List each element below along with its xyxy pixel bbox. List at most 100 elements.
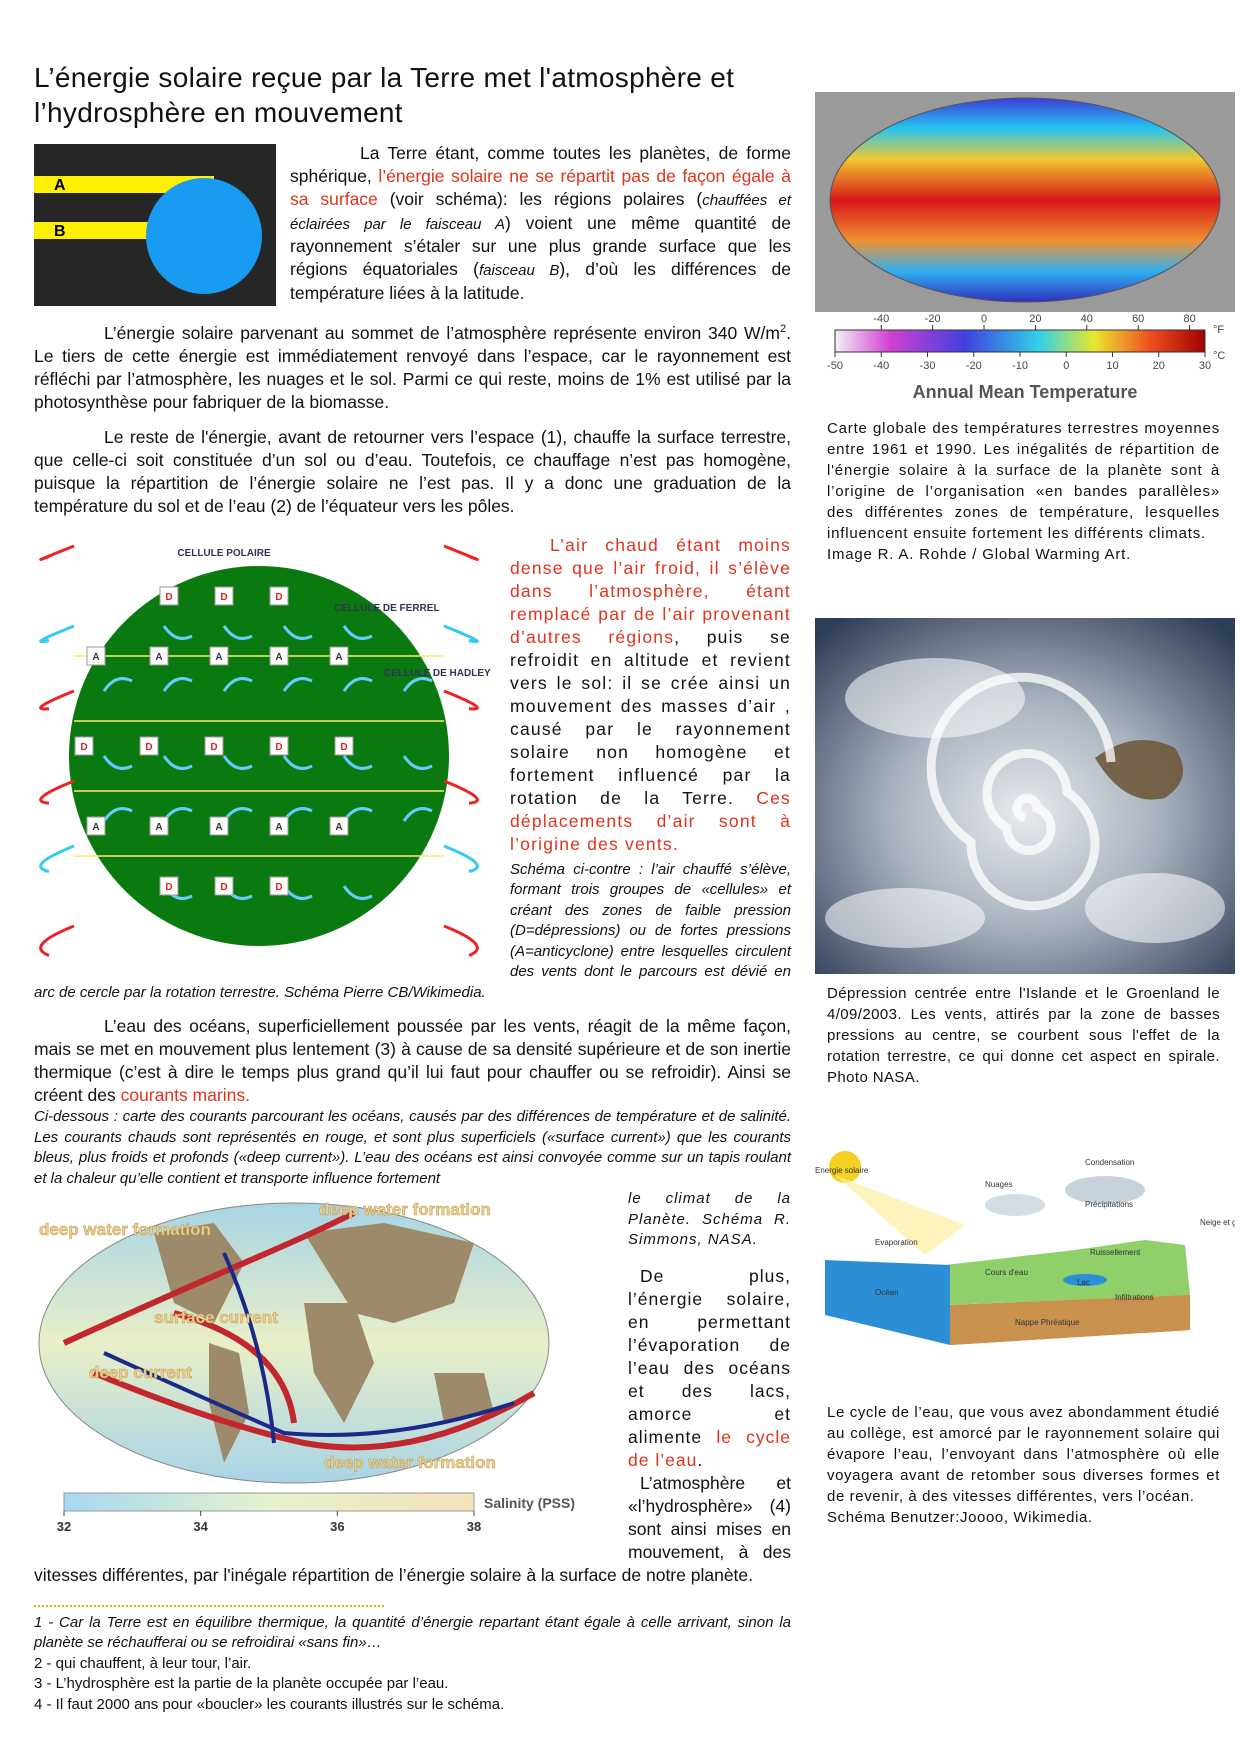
diagram-label: Nuages (985, 1180, 1013, 1189)
diagram-label: Lac (1077, 1278, 1090, 1287)
ocean-map: deep water formation deep water formation… (38, 1200, 575, 1534)
diagram-label: Neige et glaciers (1200, 1218, 1235, 1227)
tick-label: 0 (981, 313, 987, 325)
beam-schema: A B (34, 144, 276, 306)
temperature-map: -40 -20 0 20 40 60 80 -50 -40 -30 -20 -10 0 10 20 30 °F °… (815, 92, 1235, 402)
superscript: 2 (780, 323, 787, 335)
pressure-label: A (215, 822, 222, 833)
credit: Image R. A. Rohde / Global Warming Art. (827, 546, 1132, 563)
pressure-box (139, 736, 159, 756)
pressure-label: D (165, 882, 172, 893)
highlight: L’air chaud étant moins dense que l’air … (510, 534, 791, 647)
pressure-box (269, 586, 289, 606)
pressure-label: A (275, 822, 282, 833)
text: . (697, 1449, 704, 1470)
paragraph: L’énergie solaire parvenant au sommet de… (34, 318, 791, 414)
circulation-arrow (39, 624, 479, 643)
land (209, 1343, 249, 1464)
pressure-box (269, 876, 289, 896)
caption: Carte globale des températures terrestre… (827, 418, 1220, 565)
pressure-box (269, 646, 289, 666)
text: Carte globale des températures terrestre… (827, 420, 1220, 542)
map-label: deep water formation (324, 1453, 496, 1472)
globe (69, 565, 449, 946)
circulation-arrow (39, 844, 479, 873)
tick-label: 30 (1199, 360, 1211, 372)
diagram-label: Cours d'eau (985, 1268, 1028, 1277)
pressure-box (86, 646, 106, 666)
pressure-box (209, 816, 229, 836)
beam-label: B (54, 223, 66, 240)
pressure-label: D (145, 742, 152, 753)
water-cycle: Energie solaire Nuages Condensation Précipi… (815, 1151, 1235, 1345)
wind-arrow (222, 624, 253, 640)
text: , puis se refroidit en altitude et revie… (510, 626, 791, 808)
pressure-label: A (215, 652, 222, 663)
pressure-label: D (210, 742, 217, 753)
wind-arrow (402, 754, 433, 770)
diagram-label: Condensation (1085, 1158, 1134, 1167)
unit-label: °C (1213, 350, 1225, 362)
text: L’énergie solaire parvenant au sommet de… (104, 322, 780, 343)
pressure-label: D (340, 742, 347, 753)
diagram-label: Energie solaire (815, 1166, 869, 1175)
wind-arrow (102, 806, 133, 822)
pressure-box (204, 736, 224, 756)
land (304, 1223, 474, 1324)
text: ) voient une même quantité de rayonnemen… (290, 212, 791, 280)
main-column: L’énergie solaire reçue par la Terre met… (34, 60, 791, 1715)
tick-label: -10 (1012, 360, 1028, 372)
land (945, 1240, 1190, 1305)
wind-arrow (342, 624, 373, 640)
tick-label: 34 (193, 1519, 208, 1534)
tick-label: 60 (1132, 313, 1144, 325)
tick-label: 40 (1081, 313, 1093, 325)
footnote: 3 - L’hydrosphère est la partie de la pl… (34, 1675, 449, 1693)
pressure-box (214, 876, 234, 896)
pressure-box (214, 586, 234, 606)
color-bar (834, 329, 1206, 353)
cloud (985, 1194, 1045, 1216)
wind-arrow (162, 676, 193, 692)
pressure-label: A (155, 652, 162, 663)
wind-arrow (162, 754, 193, 770)
tick-label: 38 (467, 1519, 481, 1534)
circulation-arrow (39, 689, 479, 711)
lake (1063, 1274, 1107, 1286)
pressure-box (74, 736, 94, 756)
pressure-label: D (275, 882, 282, 893)
wind-arrow (282, 676, 313, 692)
ground-layer (950, 1295, 1190, 1345)
paragraph: De plus, l’énergie solaire, en permettan… (34, 1265, 791, 1472)
footnote: 1 - Car la Terre est en équilibre thermi… (34, 1613, 791, 1652)
credit: Schéma Benutzer:Joooo, Wikimedia. (827, 1509, 1093, 1526)
text: Le cycle de l’eau, que vous avez abondam… (827, 1404, 1220, 1505)
pressure-box (159, 586, 179, 606)
circulation-arrow (39, 544, 479, 561)
map-label: deep water formation (39, 1220, 211, 1239)
paragraph: L’atmosphère et «l’hydrosphère» (4) sont… (34, 1472, 791, 1585)
wind-arrow (342, 676, 373, 692)
text: (voir schéma): les régions polaires ( (377, 189, 703, 209)
tick-label: -20 (925, 313, 941, 325)
cell-label: CELLULE POLAIRE (177, 548, 271, 559)
land (154, 1223, 244, 1324)
highlight: Ces déplacements d’air sont à l’origine … (510, 787, 791, 854)
pressure-box (269, 736, 289, 756)
pressure-box (329, 816, 349, 836)
wind-arrow (222, 676, 253, 692)
caption: Dépression centrée entre l'Islande et le… (827, 985, 1220, 1086)
paragraph: Le reste de l'énergie, avant de retourne… (34, 426, 791, 516)
tick-label: 20 (1153, 360, 1165, 372)
wind-arrow (102, 676, 133, 692)
wind-arrow (102, 754, 133, 770)
pressure-label: D (275, 742, 282, 753)
wind-arrow (282, 624, 313, 640)
text: ), d’où les différences de température l… (290, 259, 791, 303)
text: faisceau B (478, 262, 560, 279)
caption: Ci-dessous : carte des courants parcoura… (34, 1108, 791, 1187)
tick-label: -40 (873, 313, 889, 325)
highlight: l’énergie solaire ne se répartit pas de … (290, 166, 791, 209)
